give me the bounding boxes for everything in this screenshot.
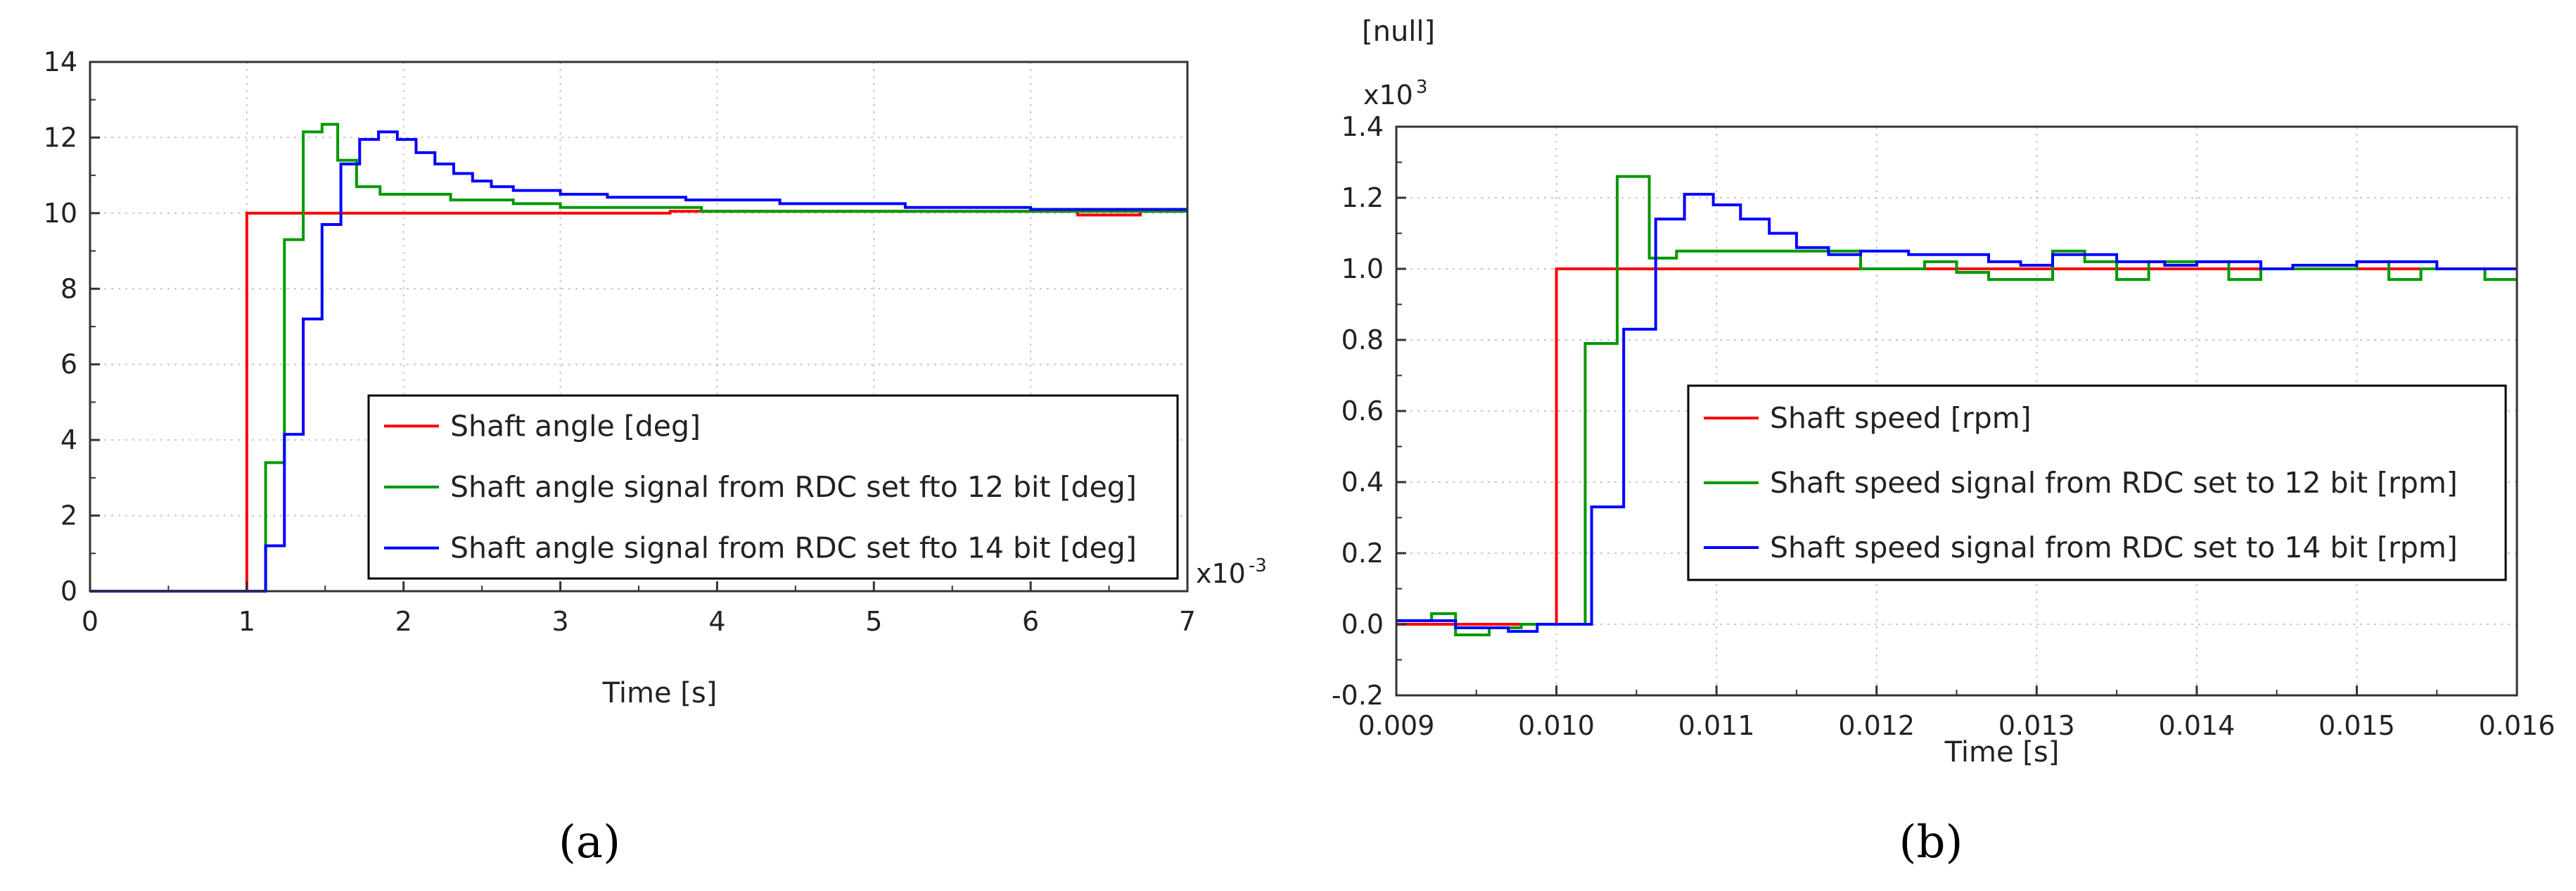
y-tick-label: 0.4 (1341, 467, 1384, 498)
x-tick-label: 0.014 (2158, 710, 2235, 741)
y-tick-label: 10 (44, 198, 77, 229)
y-tick-label: 14 (44, 46, 77, 77)
legend-entry-3: Shaft speed signal from RDC set to 14 bi… (1770, 531, 2458, 564)
series-line-3 (1396, 193, 2517, 633)
x-tick-label: 0.015 (2319, 710, 2395, 741)
panel-label-b: (b) (1899, 816, 1963, 868)
y-tick-label: 12 (44, 122, 77, 153)
x-axis-label-a: Time [s] (602, 677, 718, 709)
legend-b: Shaft speed [rpm] Shaft speed signal from… (1687, 384, 2507, 581)
legend-entry-2: Shaft angle signal from RDC set fto 12 b… (450, 470, 1137, 504)
y-tick-label: 2 (60, 500, 77, 531)
legend-box (1687, 384, 2507, 581)
legend-entry-2: Shaft speed signal from RDC set to 12 bi… (1770, 466, 2458, 500)
y-tick-label: 6 (60, 349, 77, 380)
x-tick-label: 4 (708, 606, 725, 637)
series-group-b (1396, 175, 2517, 637)
legend-a: Shaft angle [deg] Shaft angle signal from… (367, 394, 1179, 580)
x-tick-label: 0 (82, 606, 98, 637)
y-tick-label: 0.2 (1341, 538, 1384, 569)
x-tick-label: 0.013 (1998, 710, 2075, 741)
series-line-2 (90, 122, 1187, 593)
x-tick-label: 6 (1022, 606, 1039, 637)
y-tick-label: 1.2 (1341, 182, 1384, 213)
x-tick-label: 0.011 (1678, 710, 1755, 741)
x-tick-label: 0.012 (1838, 710, 1915, 741)
x-tick-label: 0.016 (2479, 710, 2556, 741)
y-tick-label: -0.2 (1332, 680, 1384, 711)
panel-label-a: (a) (559, 816, 620, 868)
y-axis-unit-label-b: [null] (1362, 15, 1435, 48)
y-tick-label: 0 (60, 576, 77, 607)
legend-box (367, 394, 1179, 580)
x-tick-label: 3 (551, 606, 568, 637)
y-multiplier-b: x10 3 (1363, 77, 1427, 110)
chart-panel-b: 0.009 0.010 0.011 0.012 0.013 0.014 0.015 0.016… (1332, 15, 2556, 868)
x-tick-label: 0.010 (1518, 710, 1595, 741)
y-tick-label: 4 (60, 424, 77, 455)
x-axis-label-b: Time [s] (1944, 736, 2060, 769)
y-tick-label: 0.8 (1341, 324, 1384, 355)
y-tick-label: 0.6 (1341, 396, 1384, 426)
y-tick-label: 1.0 (1341, 253, 1384, 284)
x-tick-label: 7 (1179, 606, 1196, 637)
x-tick-label: 0.009 (1358, 710, 1435, 741)
series-group-a (90, 122, 1187, 593)
y-tick-label: 0.0 (1341, 609, 1384, 640)
axis-ticks-b: 0.009 0.010 0.011 0.012 0.013 0.014 0.015 0.016… (1332, 111, 2556, 741)
series-line-3 (90, 130, 1187, 593)
series-line-1 (1396, 267, 2517, 626)
legend-entry-1: Shaft angle [deg] (450, 409, 701, 443)
legend-entry-1: Shaft speed [rpm] (1770, 401, 2032, 435)
x-tick-label: 5 (865, 606, 882, 637)
x-tick-label: 2 (395, 606, 412, 637)
x-multiplier-a: x10 -3 (1196, 555, 1267, 589)
y-tick-label: 1.4 (1341, 111, 1384, 142)
legend-entry-3: Shaft angle signal from RDC set fto 14 b… (450, 531, 1137, 565)
x-tick-label: 1 (238, 606, 255, 637)
y-tick-label: 8 (60, 273, 77, 304)
